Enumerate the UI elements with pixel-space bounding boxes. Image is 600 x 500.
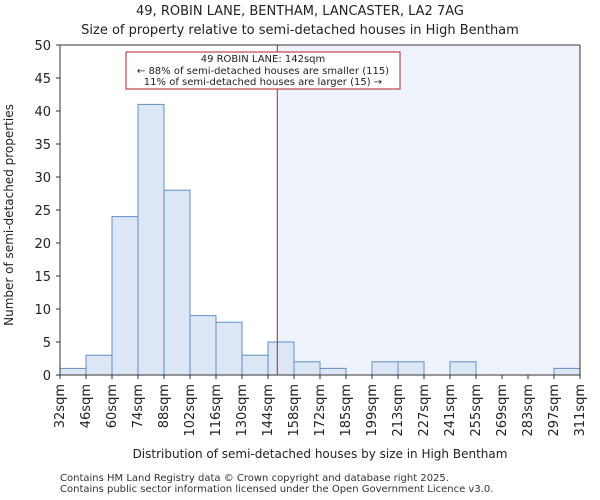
x-tick-label: 144sqm	[261, 384, 276, 437]
bar-6	[215, 321, 243, 376]
x-tick-label: 74sqm	[131, 384, 146, 428]
footer-line-2: Contains public sector information licen…	[60, 484, 494, 495]
x-tick-label: 297sqm	[547, 384, 562, 437]
y-axis-label: Number of semi-detached properties	[2, 104, 16, 326]
bar-7	[241, 354, 269, 376]
footer-line-1: Contains HM Land Registry data © Crown c…	[60, 473, 449, 484]
x-tick-label: 255sqm	[469, 384, 484, 437]
annotation-line-3: 11% of semi-detached houses are larger (…	[144, 77, 382, 88]
bar-19	[553, 367, 581, 376]
chart-title-block: 49, ROBIN LANE, BENTHAM, LANCASTER, LA2 …	[0, 2, 600, 40]
bar-13	[397, 361, 425, 376]
bar-8	[267, 341, 295, 376]
x-tick-label: 102sqm	[183, 384, 198, 437]
x-tick-label: 227sqm	[417, 384, 432, 437]
bar-9	[293, 361, 321, 376]
x-tick-label: 213sqm	[391, 384, 406, 437]
footer: Contains HM Land Registry data © Crown c…	[60, 473, 493, 495]
bar-5	[189, 315, 217, 376]
x-tick-label: 46sqm	[79, 384, 94, 428]
x-tick-label: 32sqm	[53, 384, 68, 428]
annotation-line-1: 49 ROBIN LANE: 142sqm	[201, 54, 326, 65]
annotation-box	[125, 51, 401, 90]
bar-15	[449, 361, 477, 376]
larger-region-shade	[277, 45, 580, 375]
annotation-line-2: ← 88% of semi-detached houses are smalle…	[137, 66, 389, 77]
y-tick-label: 45	[34, 72, 51, 87]
x-tick-label: 172sqm	[313, 384, 328, 437]
bar-1	[85, 354, 113, 376]
x-axis-label: Distribution of semi-detached houses by …	[133, 447, 508, 461]
x-tick-label: 88sqm	[157, 384, 172, 428]
bar-12	[371, 361, 399, 376]
bar-0	[59, 367, 87, 376]
bar-3	[137, 103, 165, 376]
x-tick-label: 269sqm	[495, 384, 510, 437]
x-tick-label: 116sqm	[209, 384, 224, 437]
chart-subtitle: Size of property relative to semi-detach…	[81, 23, 519, 38]
x-tick-label: 311sqm	[573, 384, 588, 437]
y-tick-label: 30	[34, 171, 51, 186]
x-tick-label: 241sqm	[443, 384, 458, 437]
x-tick-label: 185sqm	[339, 384, 354, 437]
x-tick-label: 130sqm	[235, 384, 250, 437]
bar-10	[319, 367, 347, 376]
y-tick-label: 0	[43, 369, 51, 384]
y-tick-label: 40	[34, 105, 51, 120]
y-tick-label: 5	[43, 336, 51, 351]
y-tick-label: 15	[34, 270, 51, 285]
x-tick-label: 60sqm	[105, 384, 120, 428]
x-tick-label: 199sqm	[365, 384, 380, 437]
y-tick-label: 10	[34, 303, 51, 318]
chart-title: 49, ROBIN LANE, BENTHAM, LANCASTER, LA2 …	[136, 4, 464, 19]
x-tick-label: 158sqm	[287, 384, 302, 437]
y-tick-label: 25	[34, 204, 51, 219]
y-tick-label: 50	[34, 39, 51, 54]
x-tick-label: 283sqm	[521, 384, 536, 437]
y-tick-label: 20	[34, 237, 51, 252]
bar-2	[111, 216, 139, 376]
bar-4	[163, 189, 191, 376]
y-tick-label: 35	[34, 138, 51, 153]
